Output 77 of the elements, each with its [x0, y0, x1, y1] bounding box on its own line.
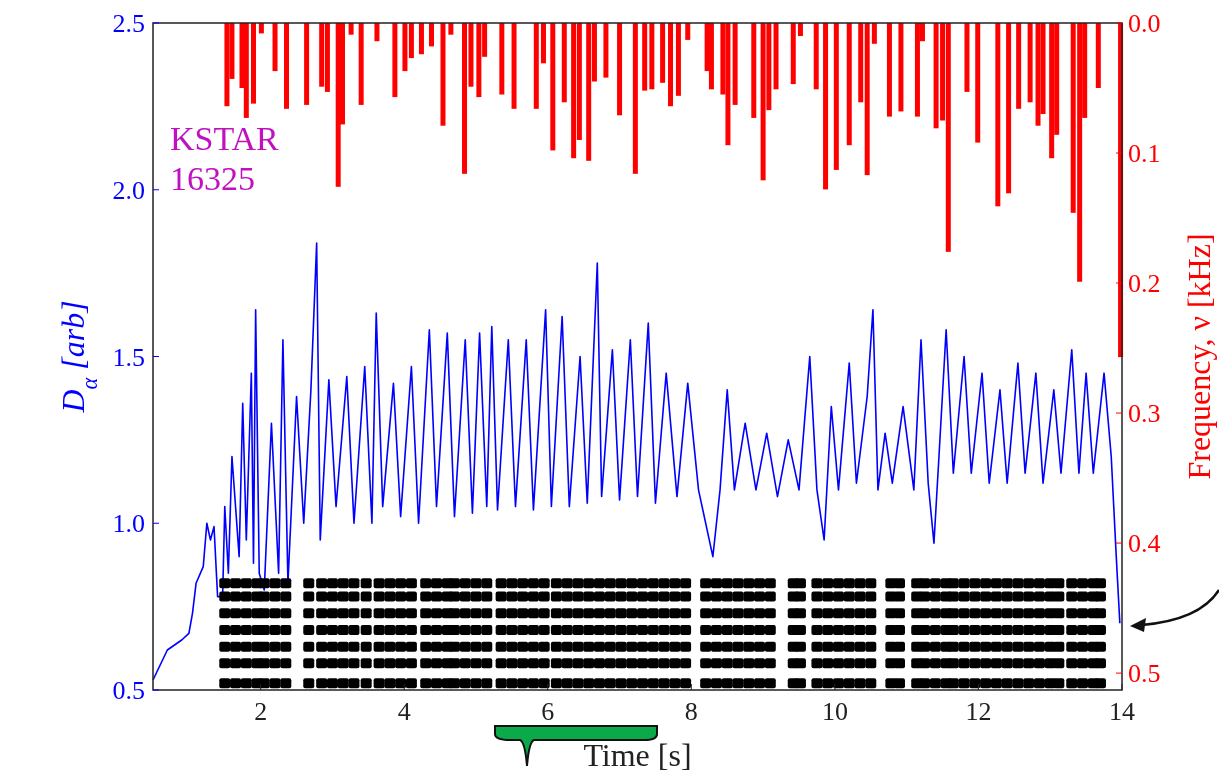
bar [886, 23, 892, 117]
y-tick-label: 1.0 [112, 509, 145, 539]
bar [304, 23, 310, 105]
y2-axis-title: Frequency, ν [kHz] [1181, 233, 1217, 480]
x-tick-label: 14 [1109, 697, 1135, 726]
bar [660, 23, 666, 83]
bar [846, 23, 852, 146]
bar [751, 23, 757, 118]
bar [348, 23, 354, 35]
bar [823, 23, 829, 190]
bar [964, 23, 970, 92]
bar [392, 23, 398, 98]
bar [773, 23, 779, 90]
bar [533, 23, 539, 109]
bar [243, 23, 249, 118]
bar [732, 23, 738, 105]
bar [790, 23, 796, 85]
x-tick-label: 4 [397, 697, 411, 726]
bar [499, 23, 505, 95]
bar [561, 23, 567, 103]
bar [540, 23, 546, 64]
annotation: KSTAR [170, 120, 280, 157]
bar [224, 23, 230, 107]
bar [642, 23, 648, 91]
bar [813, 23, 819, 90]
bar [668, 23, 674, 107]
bar [1049, 23, 1055, 159]
y2-tick-label: 0.3 [1128, 399, 1161, 429]
y-tick-label: 1.5 [112, 342, 145, 372]
bar [708, 23, 714, 90]
bar [685, 23, 691, 40]
bar [284, 23, 290, 109]
y2-tick-label: 0.4 [1128, 529, 1161, 559]
x-tick-label: 2 [254, 697, 268, 726]
x-tick-label: 6 [541, 697, 555, 726]
bar [975, 23, 981, 143]
bar [632, 23, 638, 174]
bar [272, 23, 278, 72]
bar [864, 23, 870, 176]
x-axis-title: Time [s] [583, 737, 692, 773]
bar [603, 23, 609, 78]
bar [358, 23, 364, 105]
bar [858, 23, 864, 103]
bar [649, 23, 655, 90]
bar [871, 23, 877, 44]
bar [402, 23, 408, 72]
bar [374, 23, 380, 42]
bar [418, 23, 424, 55]
bar [429, 23, 434, 47]
bar [1095, 23, 1101, 89]
bar [617, 23, 623, 116]
y2-tick-label: 0.0 [1128, 9, 1161, 38]
bar [1006, 23, 1012, 194]
y-tick-label: 2.5 [112, 9, 145, 38]
bar [440, 23, 446, 126]
bar [448, 23, 454, 35]
bar [511, 23, 517, 109]
y2-tick-label: 0.2 [1128, 269, 1161, 299]
bar [995, 23, 1001, 207]
bar [833, 23, 839, 170]
bar [1027, 23, 1033, 103]
x-tick-label: 12 [965, 697, 992, 726]
y-tick-label: 0.5 [112, 676, 145, 705]
bar [1016, 23, 1022, 109]
x-tick-label: 8 [684, 697, 698, 726]
y2-tick-label: 0.5 [1128, 659, 1161, 689]
bar [675, 23, 681, 96]
bar [797, 23, 803, 36]
line-series [152, 242, 1121, 681]
bar [250, 23, 256, 104]
y2-tick-label: 0.1 [1128, 139, 1161, 169]
bar [898, 23, 904, 112]
bar [408, 23, 414, 59]
bar [550, 23, 556, 151]
annotation: 16325 [170, 160, 255, 197]
y-tick-label: 2.0 [112, 175, 145, 205]
x-tick-label: 10 [821, 697, 848, 726]
